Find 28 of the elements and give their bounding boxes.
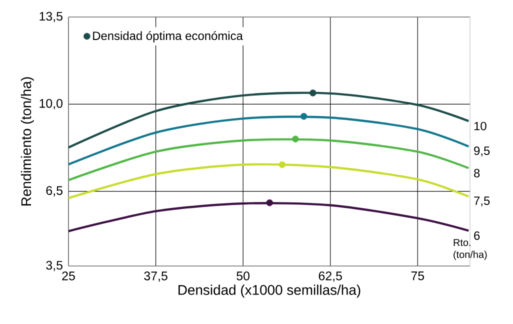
series-label: 8	[474, 168, 480, 178]
line-series	[67, 202, 470, 232]
y-tick-label: 3,5	[46, 260, 62, 272]
x-tick-label: 25	[62, 272, 75, 280]
x-tick-label: 37,5	[144, 272, 168, 282]
series-label: 7,5	[474, 196, 490, 206]
y-tick-label: 10,0	[40, 99, 62, 110]
y-tick-label: 6,5	[46, 186, 62, 196]
line-series	[67, 116, 470, 166]
point	[266, 199, 273, 206]
y-axis-title: Rendimiento (ton/ha)	[20, 77, 34, 206]
x-axis-title: Densidad (x1000 semillas/ha)	[178, 284, 360, 298]
point	[292, 136, 299, 142]
x-tick-label: 50	[236, 272, 250, 280]
legend-label: Densidad óptima económica	[93, 31, 243, 42]
line-series	[67, 163, 470, 200]
line-series	[67, 92, 470, 149]
point	[300, 112, 308, 120]
series-label: 6	[474, 231, 480, 240]
point	[278, 161, 286, 168]
series-label: 10	[474, 122, 486, 130]
x-tick-label: 62,5	[318, 272, 342, 282]
legend-title: Rto. (ton/ha)	[454, 239, 487, 260]
y-tick-label: 13,5	[40, 12, 62, 22]
x-tick-label: 75	[411, 272, 424, 280]
series-label: 9,5	[474, 146, 490, 156]
point	[310, 90, 316, 96]
line-series	[67, 138, 470, 182]
